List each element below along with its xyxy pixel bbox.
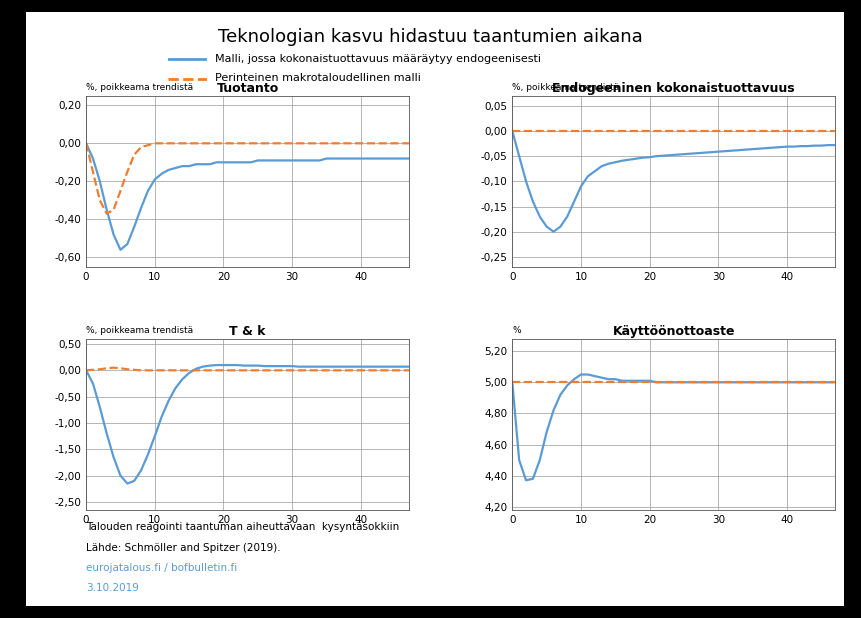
Text: eurojatalous.fi / bofbulletin.fi: eurojatalous.fi / bofbulletin.fi: [86, 563, 238, 573]
Title: Tuotanto: Tuotanto: [216, 82, 279, 95]
Title: Käyttöönottoaste: Käyttöönottoaste: [612, 324, 735, 337]
Text: Talouden reagointi taantuman aiheuttavaan  kysyntäsokkiin: Talouden reagointi taantuman aiheuttavaa…: [86, 522, 400, 532]
Text: %, poikkeama trendistä: %, poikkeama trendistä: [512, 83, 619, 92]
Text: %: %: [512, 326, 521, 336]
Text: Malli, jossa kokonaistuottavuus määräytyy endogeenisesti: Malli, jossa kokonaistuottavuus määräyty…: [215, 54, 542, 64]
Title: Endogeeninen kokonaistuottavuus: Endogeeninen kokonaistuottavuus: [553, 82, 795, 95]
Text: 3.10.2019: 3.10.2019: [86, 583, 139, 593]
Text: Perinteinen makrotaloudellinen malli: Perinteinen makrotaloudellinen malli: [215, 74, 421, 83]
Text: Teknologian kasvu hidastuu taantumien aikana: Teknologian kasvu hidastuu taantumien ai…: [218, 28, 643, 46]
Title: T & k: T & k: [229, 324, 266, 337]
Text: Lähde: Schmöller and Spitzer (2019).: Lähde: Schmöller and Spitzer (2019).: [86, 543, 281, 552]
Text: %, poikkeama trendistä: %, poikkeama trendistä: [86, 326, 193, 336]
Text: %, poikkeama trendistä: %, poikkeama trendistä: [86, 83, 193, 92]
